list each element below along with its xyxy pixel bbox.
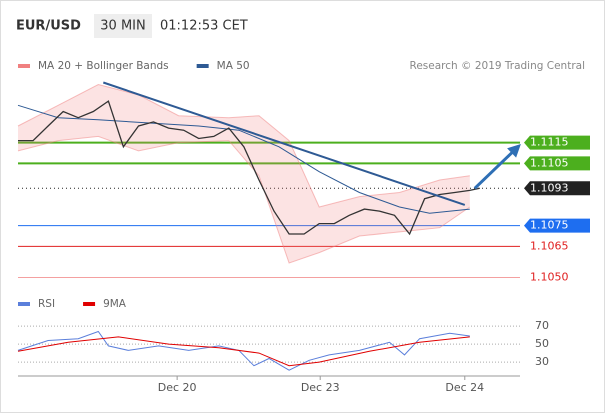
level-label: 1.1065 [530, 239, 569, 252]
level-label-box [524, 181, 590, 196]
price-line [18, 100, 480, 236]
legend-label: MA 20 + Bollinger Bands [38, 60, 169, 72]
interval: 30 MIN [100, 19, 145, 34]
y-tick-label: 50 [535, 337, 549, 350]
interval-box [94, 14, 152, 38]
bollinger-upper [17, 83, 470, 208]
legend-label: RSI [38, 298, 55, 310]
legend-label: MA 50 [217, 60, 250, 72]
x-tick-label: Dec 24 [445, 381, 484, 394]
level-label: 1.1075 [530, 219, 569, 232]
legend-swatch [196, 64, 209, 68]
x-tick-label: Dec 20 [158, 381, 197, 394]
symbol: EUR/USD [16, 19, 81, 34]
y-tick-label: 30 [535, 355, 549, 368]
level-label: 1.1050 [530, 271, 569, 284]
level-label: 1.1093 [530, 181, 569, 194]
x-tick-label: Dec 23 [301, 381, 340, 394]
trend-line [102, 81, 466, 206]
credit: Research © 2019 Trading Central [410, 60, 586, 72]
bollinger-lower [17, 135, 471, 264]
series-line [17, 104, 470, 214]
forecast-arrow [473, 145, 520, 190]
forecast-arrowhead [507, 144, 521, 158]
level-label-box [524, 135, 590, 150]
legend-swatch [18, 302, 30, 306]
legend-swatch [83, 302, 96, 306]
level-label-box [524, 218, 590, 233]
time: 01:12:53 CET [160, 19, 248, 34]
level-label: 1.1105 [530, 156, 569, 169]
level-label-box [524, 156, 590, 171]
series-line [17, 336, 470, 367]
legend-swatch [18, 64, 30, 68]
legend-label: 9MA [103, 298, 127, 310]
y-tick-label: 70 [535, 319, 549, 332]
bollinger-band [18, 84, 470, 263]
level-label: 1.1115 [530, 136, 569, 149]
series-line [17, 330, 470, 371]
